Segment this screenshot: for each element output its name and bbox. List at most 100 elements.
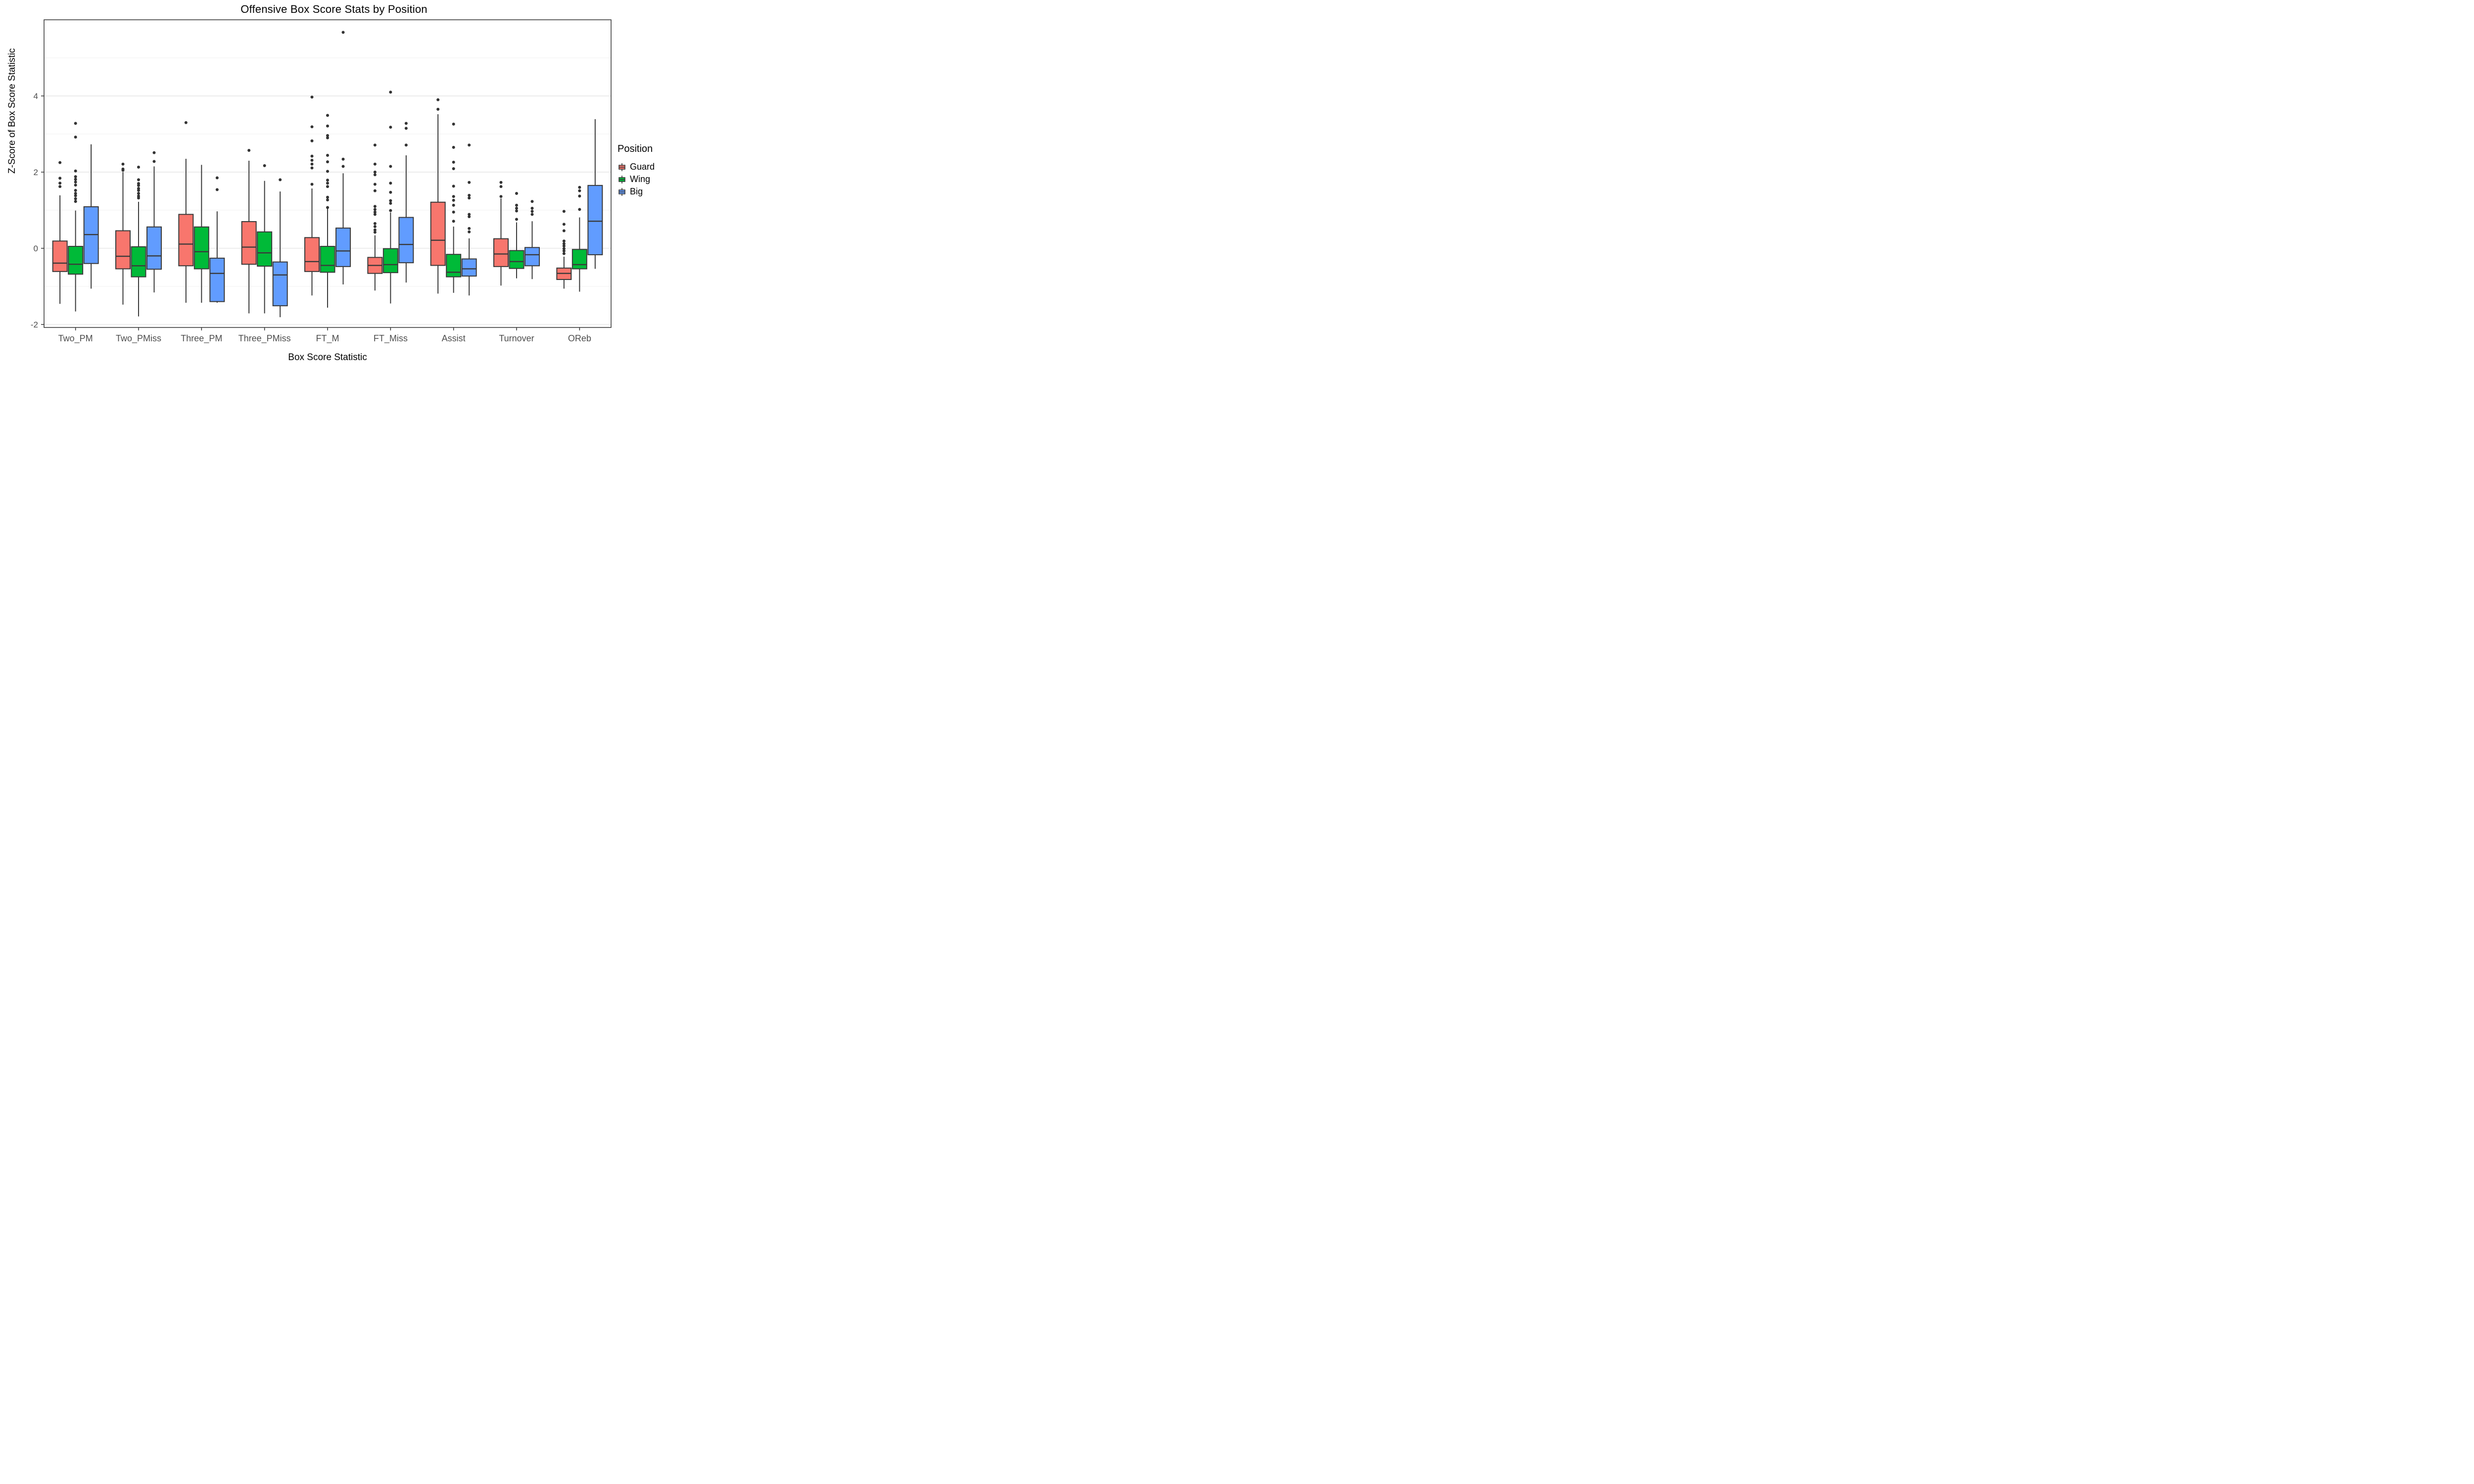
outlier-point	[373, 225, 377, 229]
outlier-point	[468, 230, 471, 233]
iqr-box	[493, 238, 509, 267]
box-wing-Two_PM	[68, 122, 84, 312]
outlier-point	[121, 162, 125, 166]
iqr-box	[304, 237, 320, 272]
y-tick-label: 0	[34, 244, 38, 253]
box-big-Two_PM	[83, 144, 99, 289]
outlier-point	[373, 231, 377, 234]
outlier-point	[389, 126, 392, 129]
outlier-point	[74, 200, 77, 203]
outlier-point	[137, 178, 140, 182]
legend-item-guard: Guard	[618, 162, 655, 172]
legend: Position Guard Wing Big	[618, 143, 655, 199]
y-tick-label: 4	[34, 92, 38, 101]
legend-item-big: Big	[618, 186, 655, 197]
box-guard-Two_PMiss	[115, 162, 131, 305]
outlier-point	[74, 175, 77, 179]
iqr-box	[241, 221, 257, 265]
outlier-point	[452, 122, 455, 126]
outlier-point	[452, 145, 455, 149]
outlier-point	[578, 208, 581, 211]
outlier-point	[137, 192, 140, 195]
box-guard-FT_Miss	[367, 143, 383, 291]
outlier-point	[389, 182, 392, 185]
outlier-point	[74, 136, 77, 139]
outlier-point	[326, 160, 329, 164]
outlier-point	[452, 160, 455, 164]
outlier-point	[310, 183, 314, 186]
box-guard-Three_PM	[178, 121, 194, 303]
outlier-point	[247, 149, 251, 152]
outlier-point	[389, 202, 392, 205]
outlier-point	[468, 213, 471, 216]
box-wing-Three_PM	[193, 165, 209, 303]
x-tick-label: Two_PM	[58, 333, 93, 344]
box-big-Assist	[461, 143, 477, 296]
outlier-point	[326, 124, 329, 128]
box-guard-Three_PMiss	[241, 149, 257, 314]
outlier-point	[530, 207, 534, 210]
box-big-OReb	[587, 119, 603, 269]
outlier-point	[499, 181, 503, 184]
x-tick-label: Three_PMiss	[238, 333, 291, 344]
x-tick-label: FT_M	[316, 333, 339, 344]
box-big-FT_M	[335, 31, 351, 285]
box-wing-Turnover	[509, 192, 524, 278]
legend-label-big: Big	[630, 186, 643, 196]
iqr-box	[178, 214, 194, 267]
outlier-point	[468, 196, 471, 200]
iqr-box	[382, 248, 398, 274]
outlier-point	[468, 181, 471, 184]
outlier-point	[562, 252, 566, 255]
outlier-point	[515, 192, 518, 195]
outlier-point	[310, 162, 314, 166]
outlier-point	[152, 151, 156, 154]
outlier-point	[215, 188, 219, 191]
outlier-point	[373, 183, 377, 186]
box-guard-FT_M	[304, 95, 320, 296]
box-wing-Assist	[446, 122, 462, 293]
outlier-point	[58, 177, 62, 180]
outlier-point	[562, 210, 566, 213]
iqr-box	[335, 228, 351, 267]
outlier-point	[530, 210, 534, 213]
outlier-point	[152, 160, 156, 163]
outlier-point	[404, 122, 408, 125]
iqr-box	[115, 230, 131, 270]
outlier-point	[279, 178, 282, 182]
plot-area: -2 0 2 4 Two_PM Two_PMiss Three_PM Three_PMiss F…	[31, 19, 612, 344]
outlier-point	[58, 185, 62, 188]
iqr-box	[272, 261, 288, 307]
outlier-point	[373, 173, 377, 177]
box-guard-Turnover	[493, 181, 509, 286]
outlier-point	[310, 95, 314, 99]
outlier-point	[578, 194, 581, 198]
outlier-point	[326, 206, 329, 209]
outlier-point	[74, 194, 77, 197]
outlier-point	[326, 134, 329, 138]
box-guard-OReb	[556, 210, 572, 289]
iqr-box	[587, 185, 603, 255]
box-big-Two_PMiss	[146, 151, 162, 293]
outlier-point	[121, 167, 125, 171]
outlier-point	[74, 180, 77, 184]
outlier-point	[184, 121, 188, 124]
outlier-point	[389, 209, 392, 212]
outlier-point	[373, 143, 377, 147]
outlier-point	[578, 186, 581, 189]
outlier-point	[373, 222, 377, 225]
boxplot-figure: -2 0 2 4 Two_PM Two_PMiss Three_PM Three_PMiss F…	[0, 0, 668, 371]
outlier-point	[515, 218, 518, 221]
box-big-Three_PMiss	[272, 178, 288, 318]
outlier-point	[58, 182, 62, 185]
outlier-point	[137, 194, 140, 198]
outlier-point	[515, 207, 518, 210]
iqr-box	[446, 254, 462, 278]
outlier-point	[373, 170, 377, 174]
outlier-point	[373, 228, 377, 232]
outlier-point	[74, 122, 77, 125]
outlier-point	[137, 187, 140, 190]
outlier-point	[562, 242, 566, 245]
outlier-point	[341, 157, 345, 161]
box-wing-Three_PMiss	[257, 164, 273, 314]
